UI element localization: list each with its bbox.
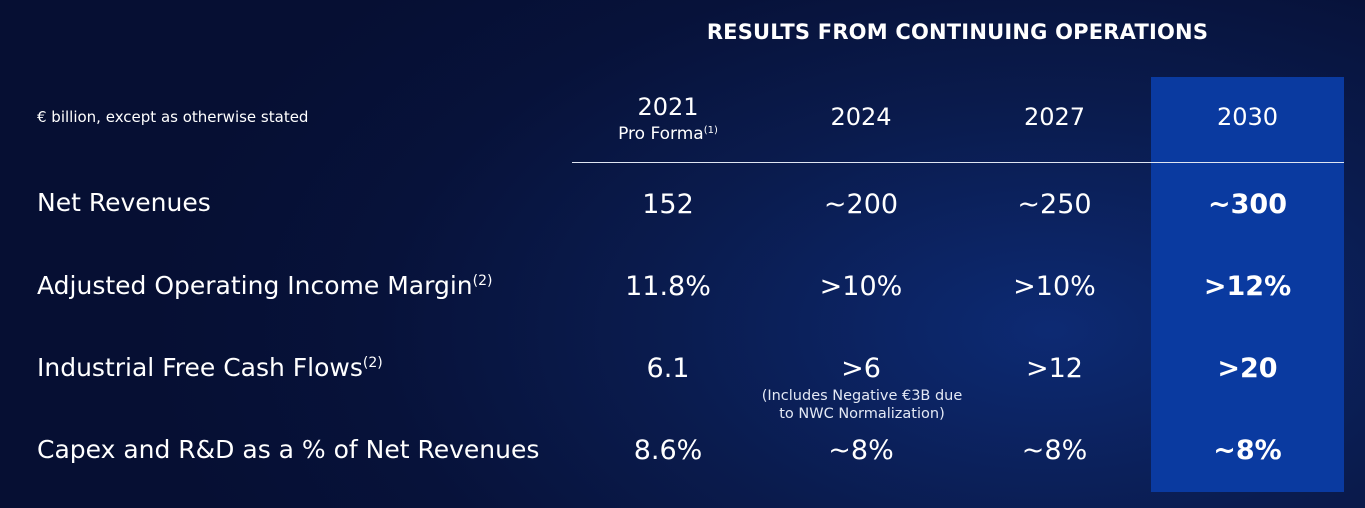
column-header-2021-footnote: (1) bbox=[703, 125, 718, 136]
cell-net-revenues-2024: ~200 bbox=[823, 189, 899, 220]
row-label-net-revenues: Net Revenues bbox=[37, 188, 211, 217]
cell-adj-margin-2027: >10% bbox=[1013, 271, 1096, 302]
column-header-2024: 2024 bbox=[830, 103, 892, 131]
fcf-2024-note-line2: to NWC Normalization) bbox=[779, 406, 945, 422]
row-label-capex-rd: Capex and R&D as a % of Net Revenues bbox=[37, 435, 539, 464]
header-divider bbox=[572, 162, 1344, 163]
cell-net-revenues-2030: ~300 bbox=[1208, 189, 1287, 220]
units-note: € billion, except as otherwise stated bbox=[37, 108, 309, 126]
column-header-2030: 2030 bbox=[1216, 103, 1279, 131]
cell-adj-margin-2030: >12% bbox=[1203, 271, 1292, 302]
highlight-column-2030 bbox=[1151, 77, 1344, 492]
fcf-2024-note-line1: (Includes Negative €3B due bbox=[761, 388, 963, 404]
table-title: RESULTS FROM CONTINUING OPERATIONS bbox=[706, 20, 1209, 44]
cell-capex-2024: ~8% bbox=[828, 435, 894, 466]
row-label-industrial-fcf-text: Industrial Free Cash Flows bbox=[37, 353, 363, 382]
column-header-2027: 2027 bbox=[1023, 103, 1086, 131]
row-label-net-revenues-text: Net Revenues bbox=[37, 188, 211, 217]
cell-adj-margin-2024: >10% bbox=[819, 271, 903, 302]
row-footnote-industrial-fcf: (2) bbox=[362, 355, 383, 371]
cell-adj-margin-2021: 11.8% bbox=[625, 271, 711, 302]
cell-capex-2021: 8.6% bbox=[633, 435, 703, 466]
cell-capex-2027: ~8% bbox=[1021, 435, 1088, 466]
cell-fcf-2027: >12 bbox=[1026, 353, 1083, 384]
cell-fcf-2030: >20 bbox=[1217, 353, 1278, 384]
column-header-2021-sub: Pro Forma(1) bbox=[572, 121, 764, 144]
fcf-2024-note: (Includes Negative €3B due to NWC Normal… bbox=[742, 387, 982, 423]
cell-capex-2030: ~8% bbox=[1213, 435, 1282, 466]
row-footnote-adj-operating-margin: (2) bbox=[472, 273, 493, 289]
column-header-2021-year: 2021 bbox=[637, 93, 699, 121]
row-label-adj-operating-margin: Adjusted Operating Income Margin(2) bbox=[37, 271, 492, 300]
column-header-2021: 2021 Pro Forma(1) bbox=[572, 93, 764, 144]
cell-fcf-2024: >6 bbox=[841, 353, 881, 384]
cell-fcf-2021: 6.1 bbox=[646, 353, 690, 384]
row-label-industrial-fcf: Industrial Free Cash Flows(2) bbox=[37, 353, 383, 382]
row-label-adj-operating-margin-text: Adjusted Operating Income Margin bbox=[37, 271, 473, 300]
cell-net-revenues-2021: 152 bbox=[642, 189, 694, 220]
cell-net-revenues-2027: ~250 bbox=[1017, 189, 1092, 220]
column-header-2021-sub-label: Pro Forma bbox=[618, 124, 704, 144]
row-label-capex-rd-text: Capex and R&D as a % of Net Revenues bbox=[37, 435, 540, 464]
